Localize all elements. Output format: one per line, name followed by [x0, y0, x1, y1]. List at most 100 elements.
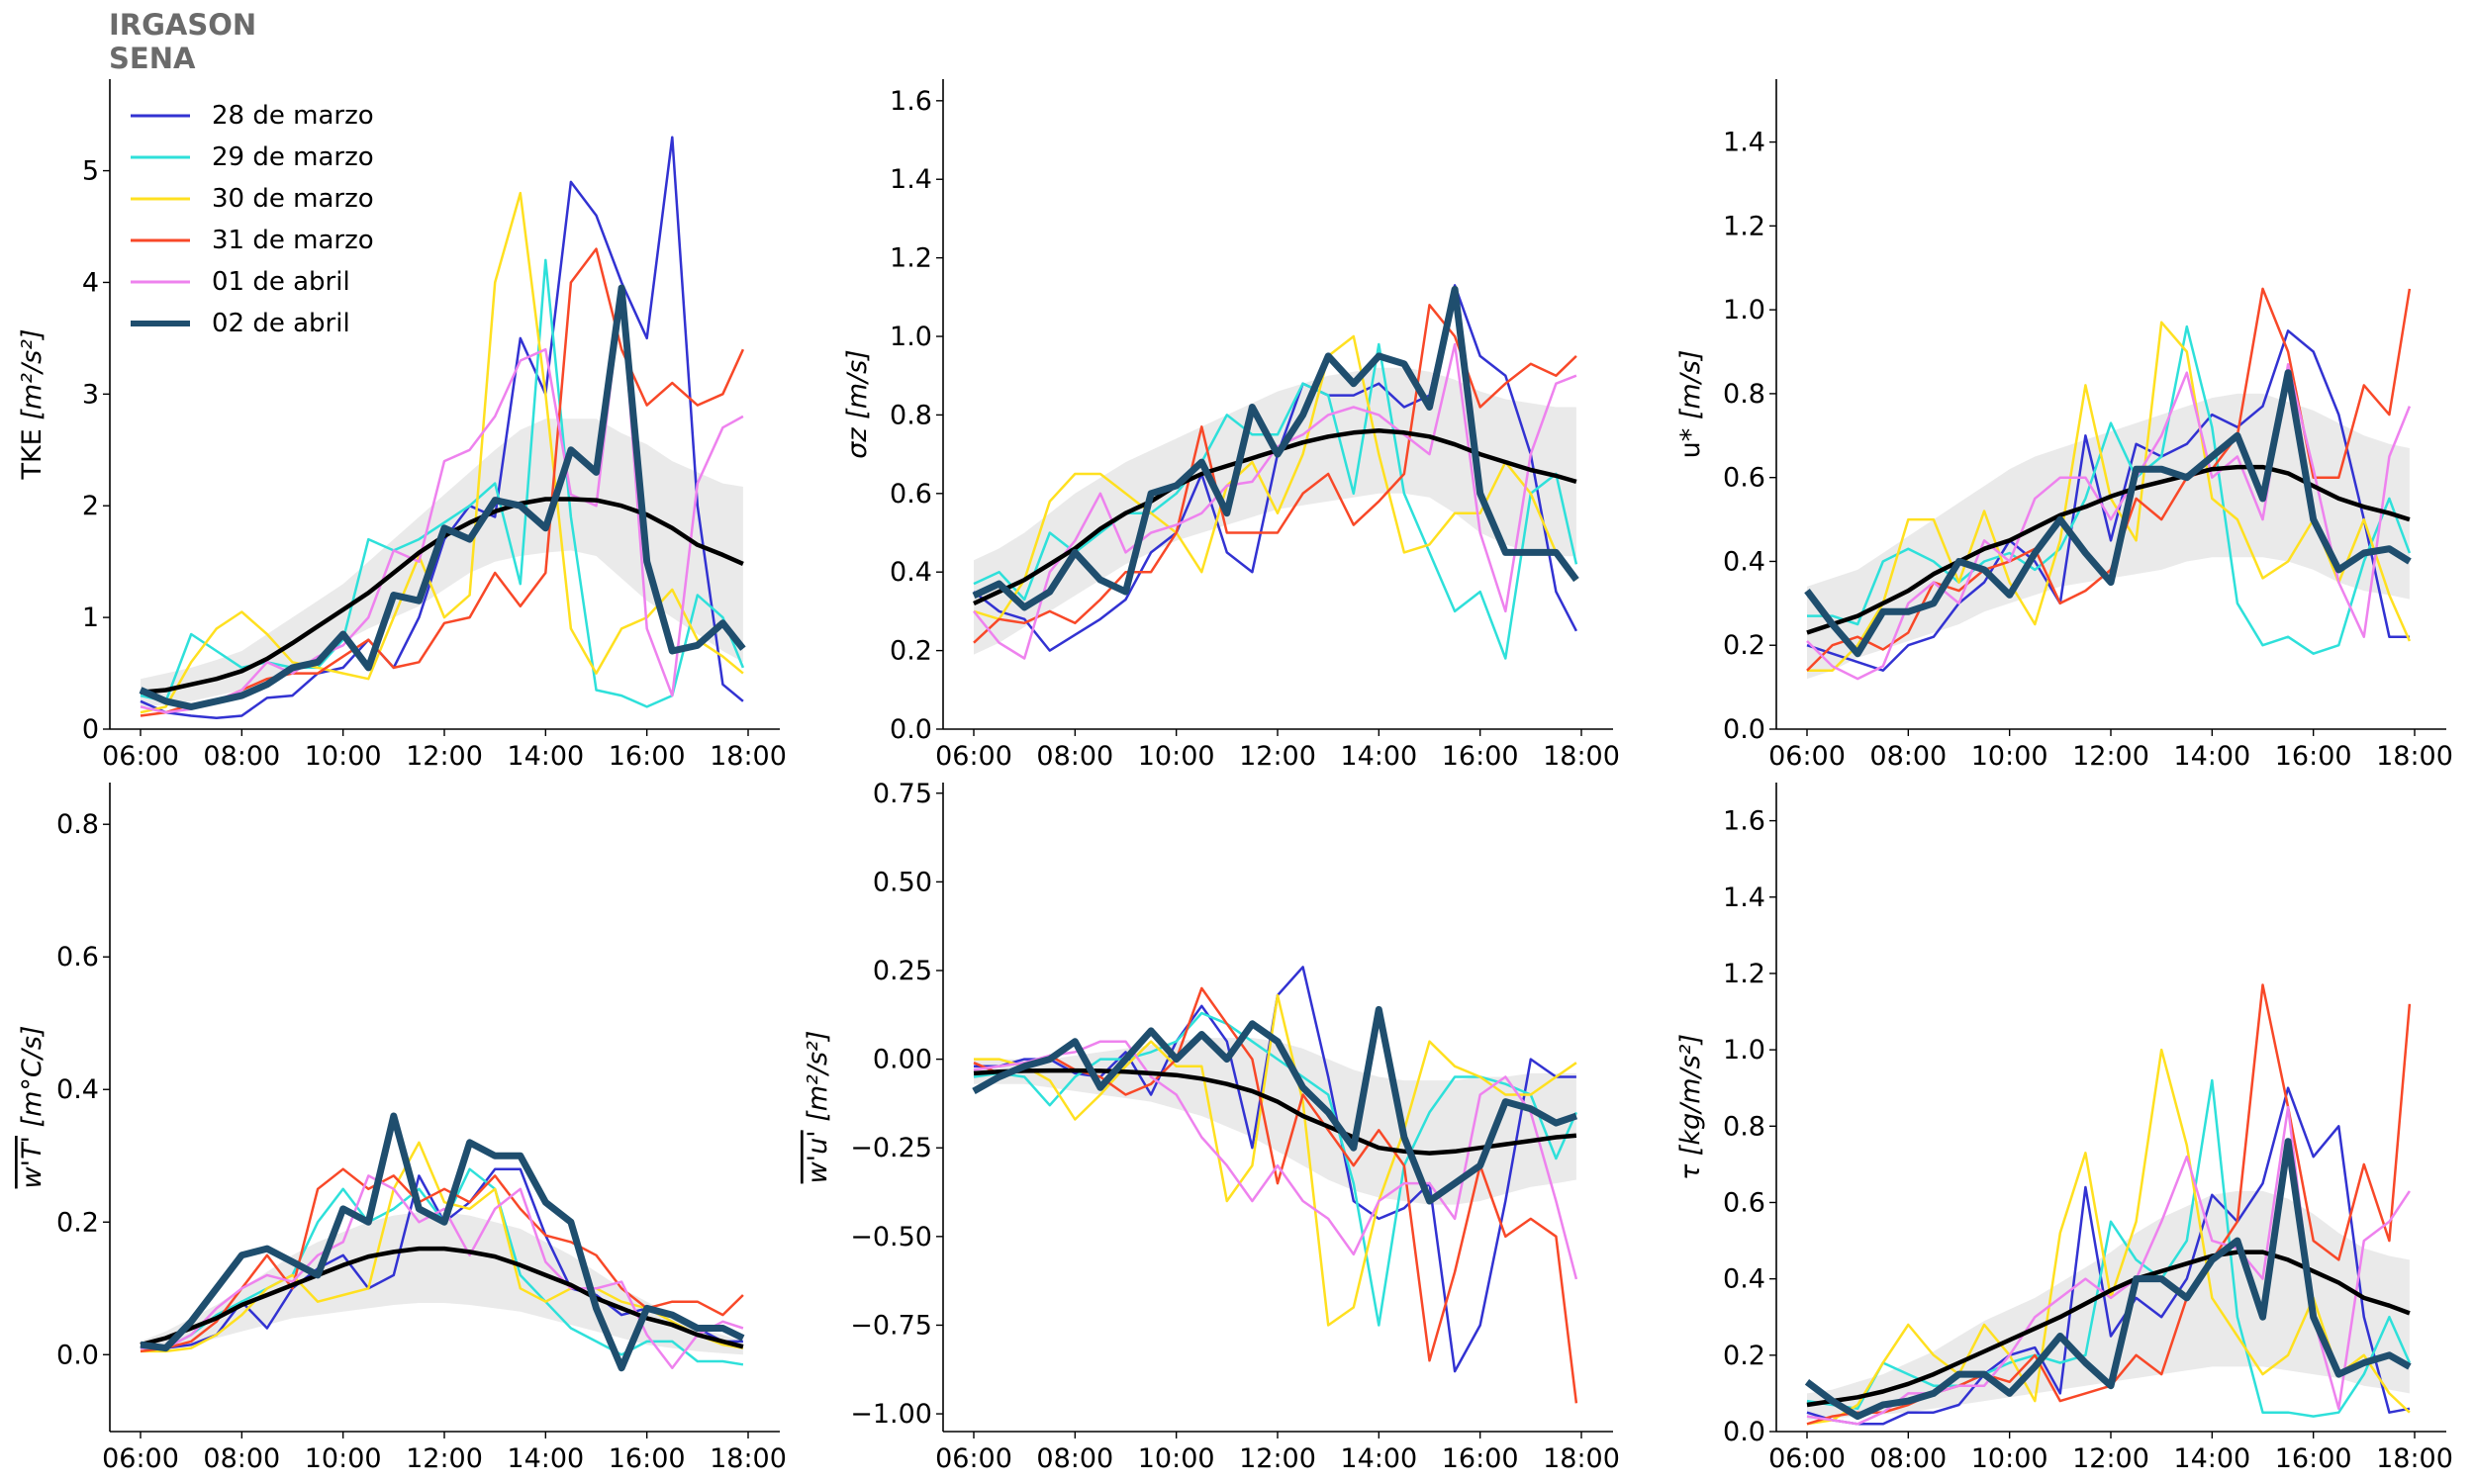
- x-tick-label: 16:00: [1442, 1443, 1519, 1474]
- series-line: [1807, 325, 2412, 655]
- y-axis-label-unit: [m°C/s]: [17, 1026, 48, 1136]
- x-tick-label: 06:00: [1768, 741, 1846, 772]
- x-tick-label: 18:00: [1543, 741, 1620, 772]
- site-title-line1: IRGASON: [109, 8, 257, 42]
- std-band: [974, 367, 1576, 655]
- x-tick-label: 08:00: [1869, 1443, 1947, 1474]
- y-tick-label: −0.75: [850, 1310, 932, 1341]
- legend-item: 30 de marzo: [131, 178, 374, 220]
- std-band: [141, 1212, 743, 1355]
- x-tick-label: 06:00: [935, 741, 1012, 772]
- x-tick-label: 14:00: [2173, 1443, 2250, 1474]
- x-tick-label: 12:00: [1239, 741, 1316, 772]
- x-tick-label: 10:00: [1971, 1443, 2048, 1474]
- x-tick-label: 16:00: [609, 1443, 686, 1474]
- series-line: [974, 993, 1577, 1327]
- y-tick-label: 0.4: [1723, 1264, 1765, 1295]
- x-tick-label: 14:00: [507, 1443, 584, 1474]
- x-tick-label: 08:00: [1036, 1443, 1113, 1474]
- x-tick-label: 16:00: [2275, 741, 2352, 772]
- y-tick-label: 0.2: [1723, 630, 1765, 661]
- legend-item: 02 de abril: [131, 303, 374, 344]
- y-tick-label: 0.8: [56, 809, 99, 840]
- y-axis-label-unit: [m²/s²]: [17, 328, 48, 428]
- series-line: [140, 258, 745, 708]
- series-line-highlight: [1804, 1138, 2412, 1421]
- mean-line: [140, 1246, 744, 1349]
- series-line: [1806, 1078, 2412, 1418]
- series-line-highlight: [1804, 369, 2412, 658]
- panel-u_star: 0.0 0.2 0.4 0.6 0.8 1.0 1.2 1.4 06:00 08:00 10:00 1…: [1675, 79, 2453, 772]
- y-tick-label: −1.00: [850, 1399, 932, 1430]
- panel-wu: −1.00 −0.75 −0.50 −0.25 0.00 0.25 0.50 0.75 06:0…: [803, 779, 1620, 1474]
- series-line-highlight: [972, 1005, 1578, 1205]
- y-tick-label: 1.2: [1723, 211, 1765, 241]
- y-tick-label: 0.0: [1723, 1417, 1765, 1447]
- y-tick-label: 3: [82, 379, 99, 410]
- y-tick-label: 1.4: [890, 164, 932, 195]
- y-tick-label: 1.0: [890, 322, 932, 352]
- legend-swatch: [131, 197, 190, 201]
- x-tick-label: 06:00: [102, 1443, 179, 1474]
- y-tick-label: 0.8: [1723, 379, 1765, 410]
- y-tick-label: 0.4: [1723, 546, 1765, 577]
- y-tick-label: 0.4: [890, 557, 932, 588]
- y-tick-label: 1.2: [890, 243, 932, 274]
- y-axis-label-quantity: w'u': [803, 1130, 833, 1183]
- y-axis-label: τ [kg/m/s²]: [1675, 1034, 1706, 1180]
- y-tick-label: 1.2: [1723, 959, 1765, 989]
- y-tick-label: 1.0: [1723, 1035, 1765, 1066]
- legend-label: 28 de marzo: [212, 101, 374, 131]
- y-axis-label-quantity: w'T': [17, 1136, 48, 1188]
- y-tick-label: 0.0: [1723, 714, 1765, 745]
- y-tick-label: 0.4: [56, 1074, 99, 1105]
- panel-sigma_z: 0.0 0.2 0.4 0.6 0.8 1.0 1.2 1.4 1.6 06:00 08:00 10:…: [842, 79, 1620, 772]
- legend: 28 de marzo 29 de marzo 30 de marzo 31 d…: [131, 95, 374, 344]
- y-tick-label: 1.6: [890, 86, 932, 117]
- y-tick-label: 5: [82, 156, 99, 187]
- mean-line: [973, 1067, 1577, 1156]
- series-line: [141, 1174, 744, 1369]
- y-axis-label: w'u' [m²/s²]: [803, 1031, 833, 1184]
- x-tick-label: 10:00: [1971, 741, 2048, 772]
- legend-swatch: [131, 114, 190, 118]
- y-axis-label-unit: [m/s]: [842, 349, 873, 427]
- std-band: [974, 1038, 1576, 1205]
- y-axis-label: w'T' [m°C/s]: [17, 1026, 48, 1189]
- x-tick-label: 18:00: [710, 1443, 787, 1474]
- x-tick-label: 06:00: [935, 1443, 1012, 1474]
- y-tick-label: 0.75: [873, 779, 932, 809]
- y-axis-label: u* [m/s]: [1675, 350, 1706, 459]
- x-tick-label: 18:00: [2376, 1443, 2453, 1474]
- x-tick-label: 12:00: [1239, 1443, 1316, 1474]
- y-tick-label: 0.8: [890, 400, 932, 430]
- y-tick-label: 0.6: [1723, 1187, 1765, 1218]
- y-tick-label: 0.6: [890, 479, 932, 510]
- series-line: [973, 304, 1577, 644]
- y-tick-label: 0.2: [890, 636, 932, 667]
- mean-line: [1806, 1250, 2411, 1408]
- series-line: [1806, 1086, 2411, 1426]
- x-tick-label: 06:00: [1768, 1443, 1846, 1474]
- x-tick-label: 12:00: [2072, 1443, 2149, 1474]
- x-tick-label: 10:00: [1138, 1443, 1215, 1474]
- y-tick-label: 1.4: [1723, 128, 1765, 158]
- legend-item: 31 de marzo: [131, 220, 374, 261]
- series-line: [973, 1040, 1578, 1280]
- x-tick-label: 08:00: [203, 1443, 280, 1474]
- legend-item: 01 de abril: [131, 261, 374, 303]
- mean-line: [1806, 464, 2411, 635]
- y-axis-label-unit: [kg/m/s²]: [1675, 1034, 1706, 1164]
- series-line: [140, 136, 744, 719]
- legend-label: 02 de abril: [212, 309, 350, 338]
- x-tick-label: 08:00: [203, 741, 280, 772]
- panel-tke: 0 1 2 3 4 5 06:00 08:00 10:00 12:00 14:00 16:00 18:0…: [17, 79, 787, 772]
- legend-swatch: [131, 321, 190, 326]
- y-tick-label: 0: [82, 714, 99, 745]
- x-tick-label: 06:00: [102, 741, 179, 772]
- y-tick-label: 0.6: [1723, 463, 1765, 494]
- y-tick-label: 1: [82, 603, 99, 633]
- y-tick-label: 1.0: [1723, 295, 1765, 325]
- y-tick-label: 1.6: [1723, 806, 1765, 837]
- x-tick-label: 08:00: [1036, 741, 1113, 772]
